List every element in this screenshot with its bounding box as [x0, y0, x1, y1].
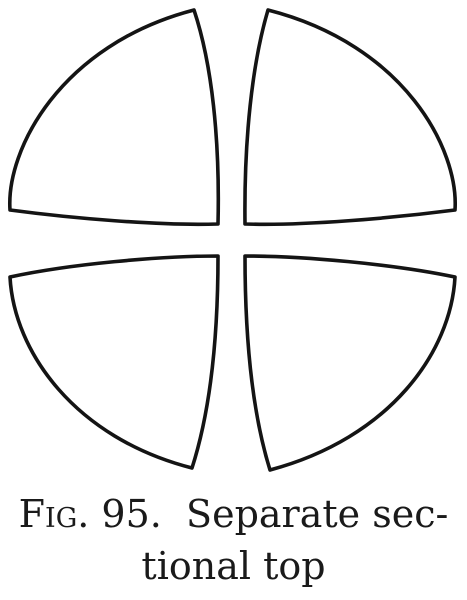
caption-line-2: tional top — [141, 544, 326, 588]
bottom-right-section — [243, 254, 457, 472]
bottom-left-section — [8, 254, 220, 470]
top-right-section — [243, 8, 457, 227]
caption-line-1: Fig. 95. Separate sec- — [0, 488, 467, 540]
caption-text-1: Separate sec- — [186, 492, 449, 536]
top-left-section — [8, 8, 221, 227]
figure-caption: Fig. 95. Separate sec- tional top — [0, 488, 467, 592]
figure-label: Fig. 95. — [18, 492, 162, 536]
sectional-top-diagram — [8, 8, 457, 472]
